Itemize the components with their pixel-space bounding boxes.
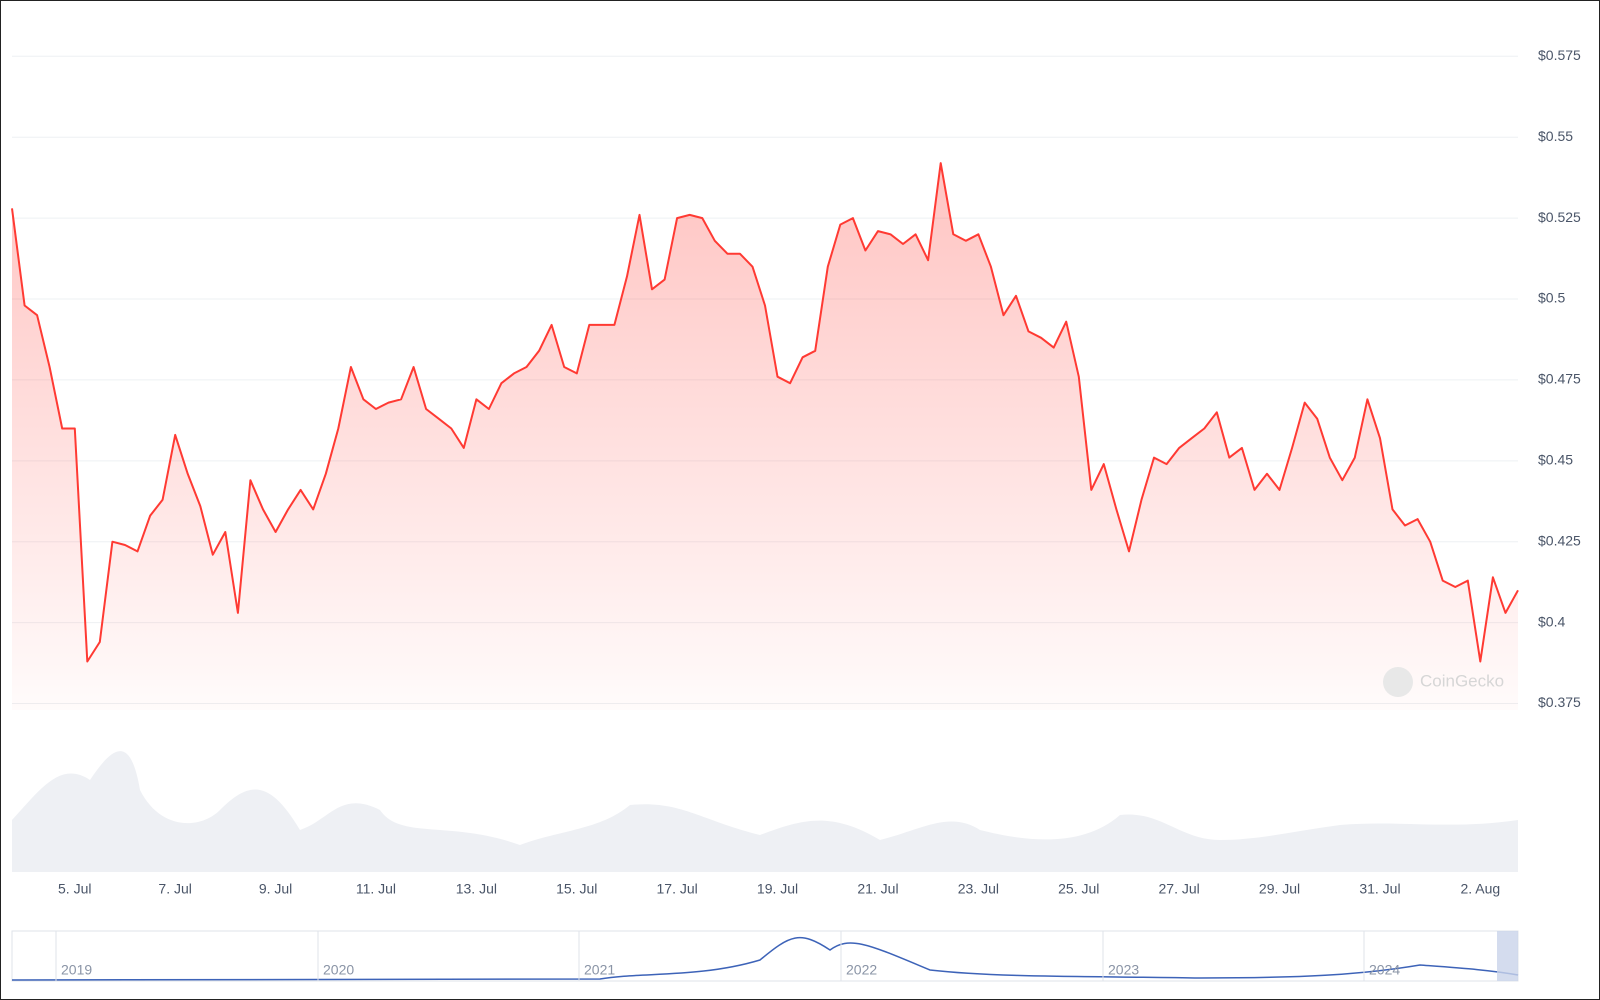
- price-area: [12, 163, 1518, 711]
- navigator-line: [11, 936, 1519, 981]
- volume-shape: [12, 751, 1518, 872]
- x-tick-label: 13. Jul: [456, 881, 497, 897]
- y-tick-label: $0.575: [1538, 47, 1581, 63]
- x-tick-label: 31. Jul: [1359, 881, 1400, 897]
- x-tick-label: 9. Jul: [259, 881, 292, 897]
- navigator-selection[interactable]: [1497, 931, 1518, 981]
- y-tick-label: $0.525: [1538, 209, 1581, 225]
- watermark-logo: [1383, 667, 1413, 697]
- y-tick-label: $0.475: [1538, 371, 1581, 387]
- x-tick-label: 25. Jul: [1058, 881, 1099, 897]
- navigator-label: 2024: [1369, 962, 1400, 978]
- volume-band: [12, 751, 1518, 872]
- navigator: [11, 930, 1519, 982]
- navigator-label: 2022: [846, 962, 877, 978]
- x-tick-label: 11. Jul: [356, 881, 396, 897]
- navigator-label: 2019: [61, 962, 92, 978]
- x-tick-label: 29. Jul: [1259, 881, 1300, 897]
- x-tick-label: 17. Jul: [657, 881, 698, 897]
- navigator-label: 2023: [1108, 962, 1139, 978]
- x-tick-label: 21. Jul: [857, 881, 898, 897]
- y-tick-label: $0.5: [1538, 290, 1565, 306]
- y-tick-label: $0.45: [1538, 452, 1573, 468]
- y-tick-label: $0.425: [1538, 532, 1581, 548]
- x-tick-label: 2. Aug: [1460, 881, 1500, 897]
- x-tick-label: 15. Jul: [556, 881, 597, 897]
- x-tick-label: 7. Jul: [158, 881, 191, 897]
- navigator-label: 2021: [584, 962, 615, 978]
- watermark: CoinGecko: [1420, 671, 1504, 690]
- x-tick-label: 19. Jul: [757, 881, 798, 897]
- x-tick-label: 23. Jul: [958, 881, 999, 897]
- price-line: [11, 162, 1519, 663]
- x-tick-label: 27. Jul: [1159, 881, 1200, 897]
- y-tick-label: $0.375: [1538, 694, 1581, 710]
- x-tick-label: 5. Jul: [58, 881, 91, 897]
- navigator-label: 2020: [323, 962, 354, 978]
- y-tick-label: $0.4: [1538, 613, 1565, 629]
- y-tick-label: $0.55: [1538, 128, 1573, 144]
